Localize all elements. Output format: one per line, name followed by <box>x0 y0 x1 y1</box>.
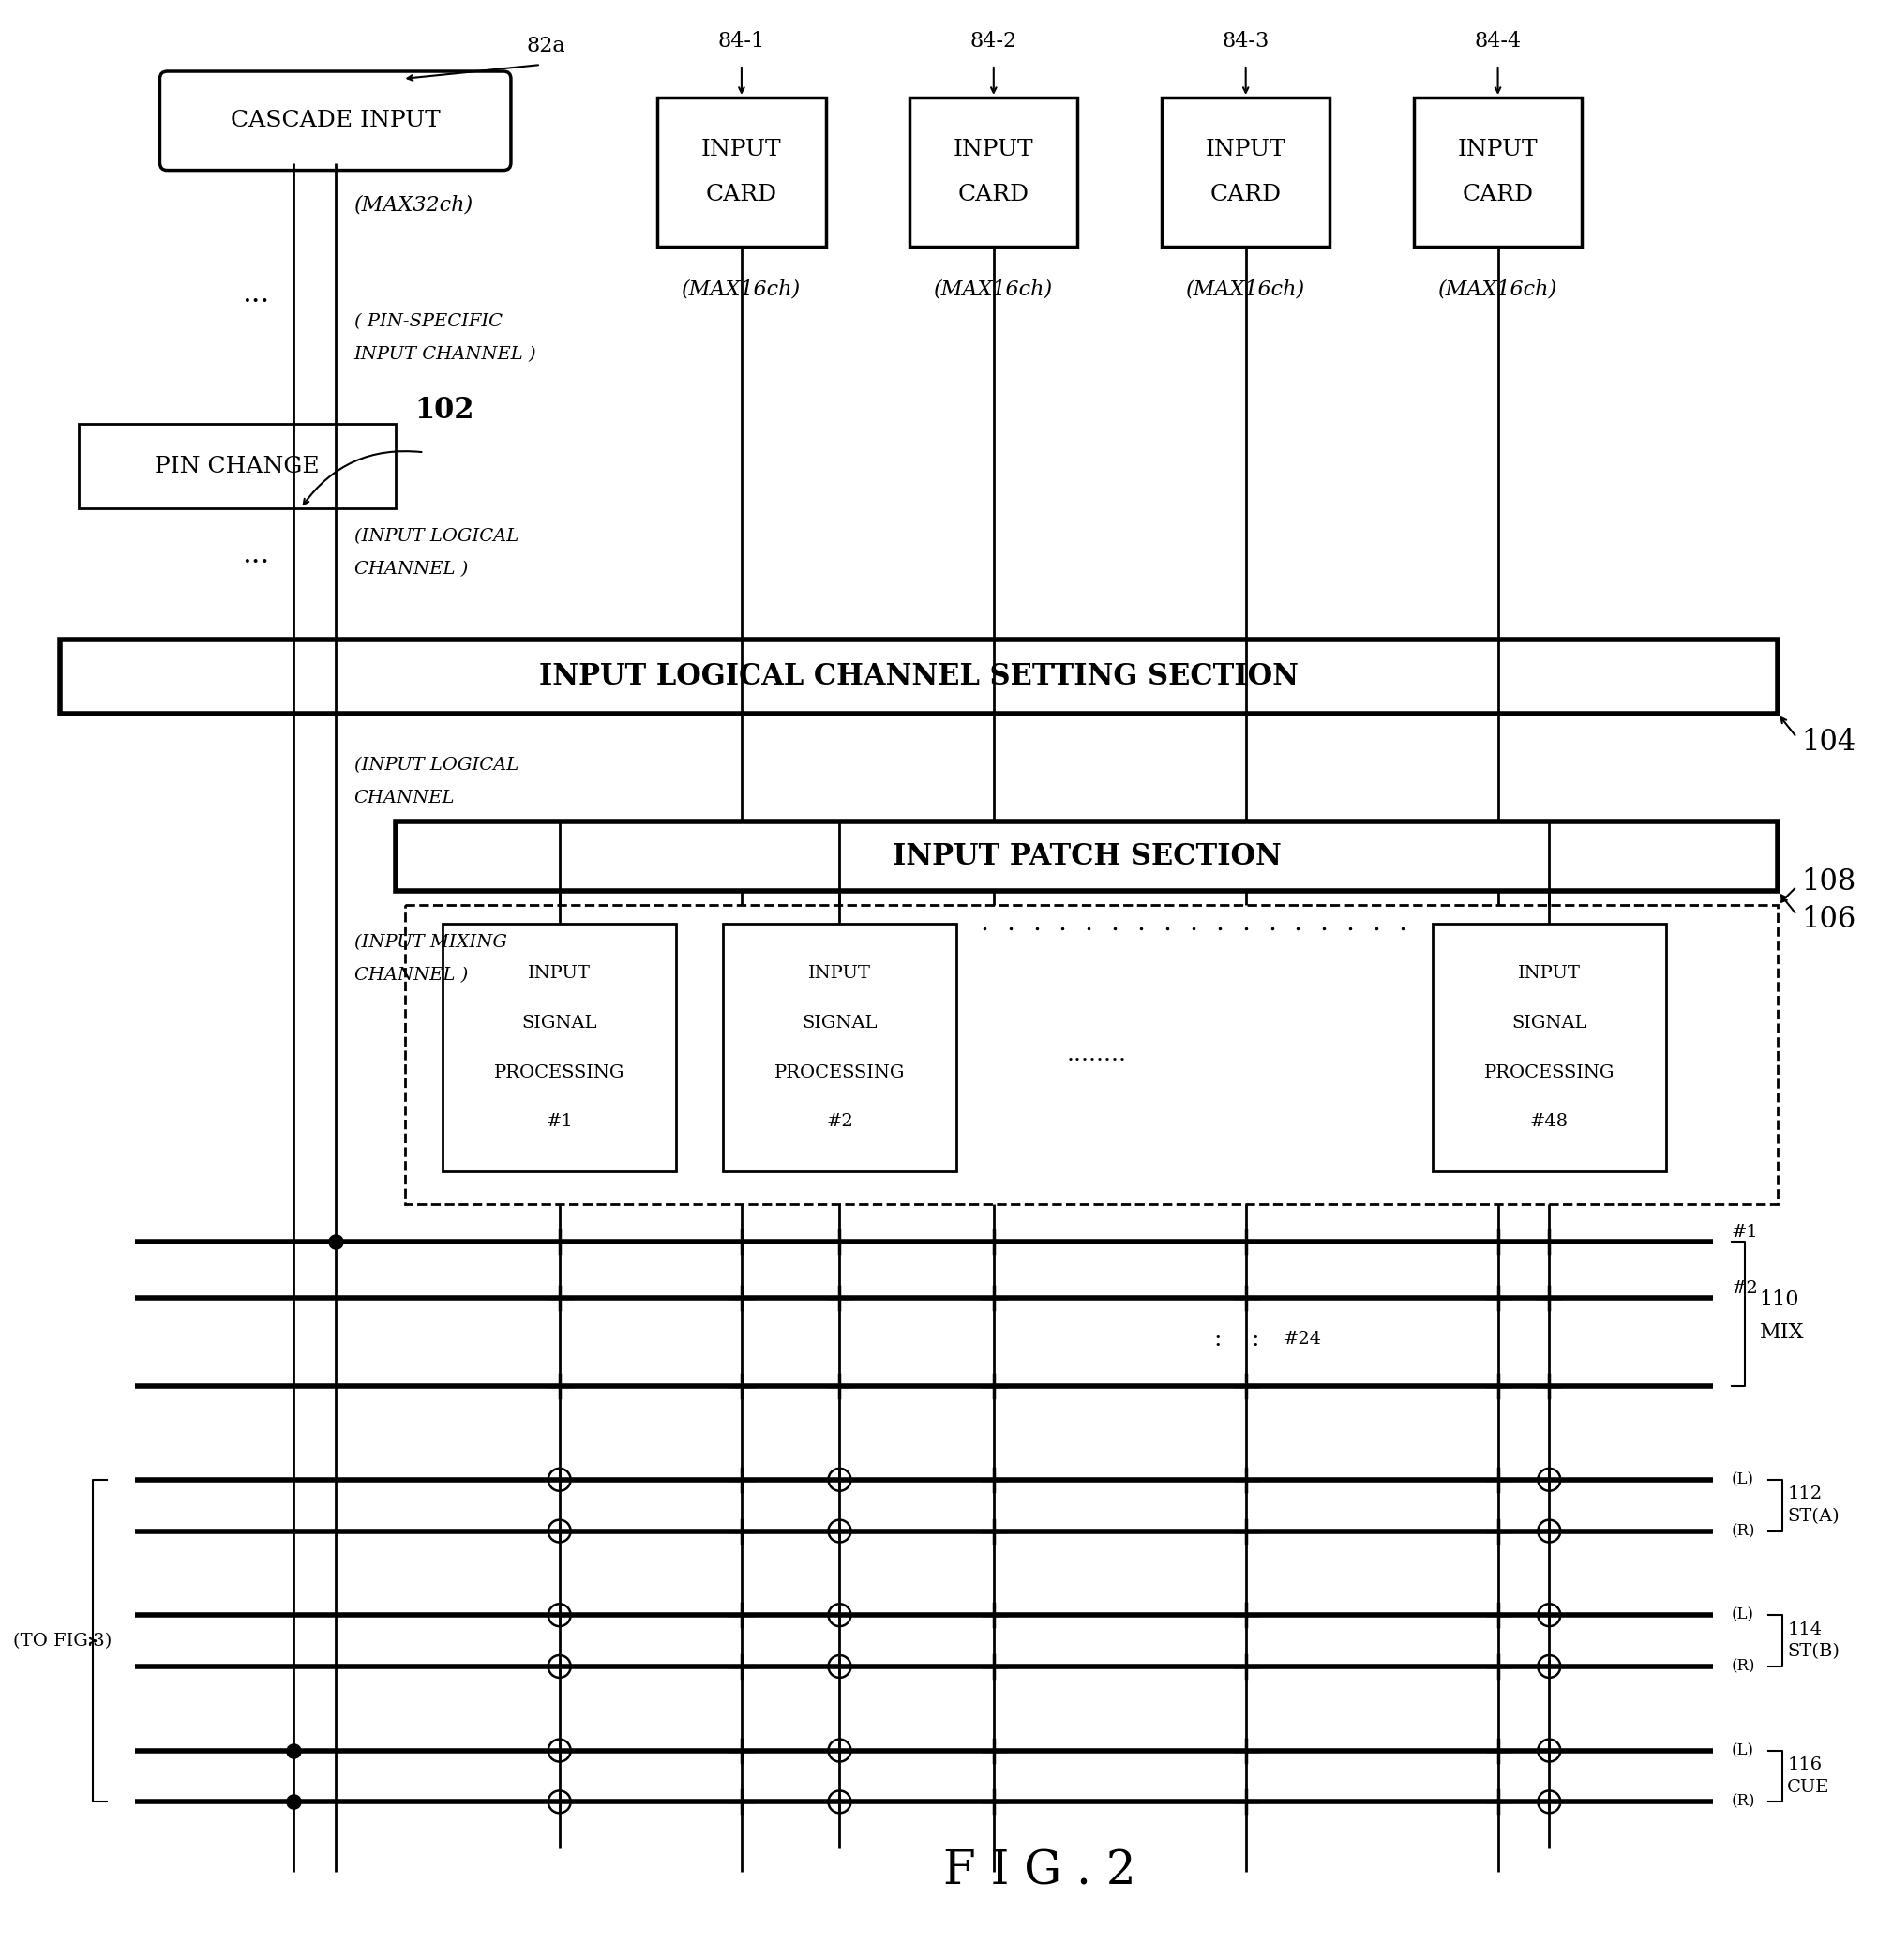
Text: CARD: CARD <box>1461 184 1533 206</box>
Text: :: : <box>1213 1329 1221 1350</box>
Text: :: : <box>1251 1329 1259 1350</box>
Bar <box>657 98 825 247</box>
Text: ...: ... <box>242 278 269 308</box>
Point <box>278 1786 309 1817</box>
Text: PROCESSING: PROCESSING <box>1484 1064 1615 1080</box>
Bar <box>61 639 1778 713</box>
Text: (MAX32ch): (MAX32ch) <box>354 194 473 216</box>
Text: 84-3: 84-3 <box>1223 31 1270 51</box>
Text: CARD: CARD <box>1210 184 1282 206</box>
Text: ( PIN-SPECIFIC: ( PIN-SPECIFIC <box>354 314 502 329</box>
Text: (INPUT LOGICAL: (INPUT LOGICAL <box>354 527 519 545</box>
Text: INPUT: INPUT <box>808 964 871 982</box>
Text: 114: 114 <box>1787 1621 1823 1639</box>
Text: (TO FIG.3): (TO FIG.3) <box>13 1633 112 1648</box>
Text: INPUT: INPUT <box>1458 139 1537 161</box>
Text: ...: ... <box>242 541 269 570</box>
Text: #48: #48 <box>1530 1113 1569 1131</box>
Bar <box>1433 923 1666 1172</box>
Text: PROCESSING: PROCESSING <box>774 1064 905 1080</box>
Bar <box>723 923 956 1172</box>
Text: 112: 112 <box>1787 1486 1823 1503</box>
Bar <box>1414 98 1583 247</box>
FancyBboxPatch shape <box>159 71 511 171</box>
Text: F I G . 2: F I G . 2 <box>943 1848 1136 1895</box>
Text: ........: ........ <box>1066 1045 1126 1066</box>
Text: INPUT LOGICAL CHANNEL SETTING SECTION: INPUT LOGICAL CHANNEL SETTING SECTION <box>540 662 1299 692</box>
Text: (R): (R) <box>1732 1523 1755 1539</box>
Text: #2: #2 <box>825 1113 854 1131</box>
Text: (MAX16ch): (MAX16ch) <box>681 278 801 300</box>
Text: (R): (R) <box>1732 1658 1755 1674</box>
Bar <box>80 423 396 508</box>
Text: CARD: CARD <box>706 184 778 206</box>
Text: 82a: 82a <box>526 35 566 57</box>
Text: ST(A): ST(A) <box>1787 1507 1840 1525</box>
Text: SIGNAL: SIGNAL <box>803 1015 876 1031</box>
Bar <box>405 906 1778 1203</box>
Text: #2: #2 <box>1732 1280 1759 1298</box>
Text: CASCADE INPUT: CASCADE INPUT <box>231 110 441 131</box>
Text: CHANNEL: CHANNEL <box>354 790 454 806</box>
Text: (L): (L) <box>1732 1742 1753 1758</box>
Text: 110: 110 <box>1759 1290 1798 1309</box>
Bar <box>1162 98 1329 247</box>
Text: SIGNAL: SIGNAL <box>522 1015 596 1031</box>
Text: (INPUT LOGICAL: (INPUT LOGICAL <box>354 757 519 774</box>
Text: 104: 104 <box>1802 727 1855 757</box>
Text: CARD: CARD <box>958 184 1030 206</box>
Text: INPUT: INPUT <box>954 139 1034 161</box>
Text: 108: 108 <box>1802 868 1855 896</box>
Text: 102: 102 <box>415 396 475 425</box>
Text: CHANNEL ): CHANNEL ) <box>354 561 468 578</box>
Bar <box>911 98 1077 247</box>
Text: (R): (R) <box>1732 1793 1755 1809</box>
Text: 84-4: 84-4 <box>1475 31 1522 51</box>
Text: 116: 116 <box>1787 1756 1823 1774</box>
Text: 84-2: 84-2 <box>969 31 1017 51</box>
Text: INPUT: INPUT <box>1206 139 1285 161</box>
Text: CUE: CUE <box>1787 1780 1831 1795</box>
Point <box>320 1225 350 1256</box>
Text: #1: #1 <box>545 1113 574 1131</box>
Text: ST(B): ST(B) <box>1787 1644 1840 1660</box>
Text: (MAX16ch): (MAX16ch) <box>1187 278 1306 300</box>
Text: INPUT: INPUT <box>1518 964 1581 982</box>
Text: MIX: MIX <box>1759 1323 1804 1343</box>
Text: (MAX16ch): (MAX16ch) <box>933 278 1053 300</box>
Point <box>278 1735 309 1766</box>
Bar <box>396 821 1778 892</box>
Text: 106: 106 <box>1802 906 1855 933</box>
Text: INPUT: INPUT <box>702 139 782 161</box>
Text: (L): (L) <box>1732 1607 1753 1623</box>
Text: INPUT CHANNEL ): INPUT CHANNEL ) <box>354 345 536 363</box>
Text: (INPUT MIXING: (INPUT MIXING <box>354 935 507 951</box>
Text: 84-1: 84-1 <box>717 31 765 51</box>
Bar <box>443 923 676 1172</box>
Text: SIGNAL: SIGNAL <box>1511 1015 1586 1031</box>
Text: (MAX16ch): (MAX16ch) <box>1439 278 1558 300</box>
Text: #1: #1 <box>1732 1223 1759 1241</box>
Text: CHANNEL ): CHANNEL ) <box>354 966 468 984</box>
Text: PIN CHANGE: PIN CHANGE <box>155 455 320 476</box>
Text: #24: #24 <box>1283 1331 1321 1348</box>
Text: (L): (L) <box>1732 1472 1753 1488</box>
Text: PROCESSING: PROCESSING <box>494 1064 625 1080</box>
Text: INPUT: INPUT <box>528 964 591 982</box>
Text: INPUT PATCH SECTION: INPUT PATCH SECTION <box>892 841 1282 870</box>
